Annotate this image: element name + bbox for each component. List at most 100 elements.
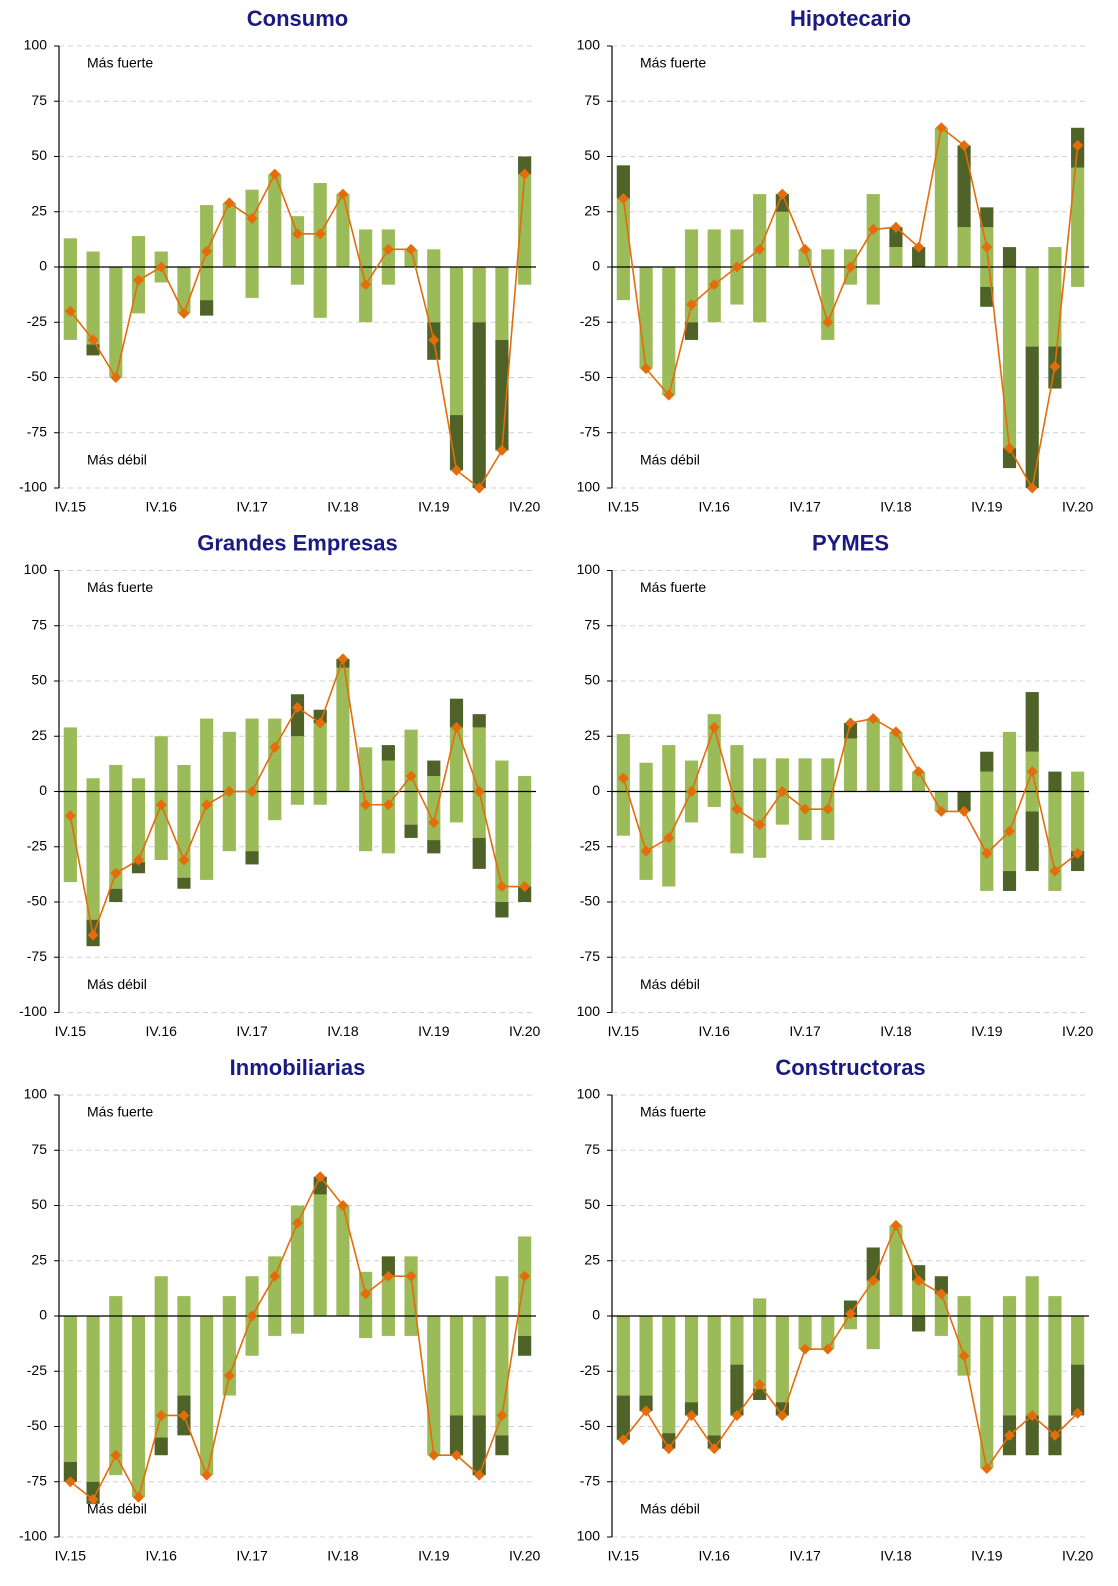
marker <box>405 1270 417 1282</box>
bar <box>616 198 630 267</box>
bar <box>775 758 789 792</box>
bar <box>821 758 835 792</box>
x-tick-label: IV.19 <box>418 499 450 515</box>
y-tick-label: -25 <box>27 1362 47 1378</box>
bar <box>1025 1415 1039 1456</box>
bar <box>495 339 509 451</box>
bar <box>753 194 767 267</box>
y-tick-label: 50 <box>584 1196 600 1212</box>
y-tick-label: 75 <box>31 1141 47 1157</box>
marker <box>496 1409 508 1421</box>
y-tick-label: 0 <box>592 1307 600 1323</box>
bar <box>957 145 971 228</box>
marker <box>640 845 652 857</box>
panel: Hipotecario 100 -75 -50 -25 0 25 50 75 100 Más fue… <box>577 6 1094 515</box>
bar <box>449 1415 464 1456</box>
marker <box>822 316 834 328</box>
marker <box>337 1200 349 1211</box>
y-tick-label: -100 <box>19 479 47 495</box>
chart-title: Grandes Empresas <box>197 530 398 555</box>
bar <box>980 771 994 792</box>
marker <box>1004 442 1015 454</box>
bar <box>404 791 418 825</box>
bar <box>290 1316 305 1334</box>
marker <box>617 192 629 204</box>
marker <box>890 726 902 738</box>
bar <box>449 698 464 728</box>
bar <box>177 1316 191 1396</box>
bar <box>1071 1316 1085 1365</box>
bar <box>109 888 123 902</box>
marker <box>405 770 417 782</box>
bar <box>200 718 214 792</box>
x-tick-label: IV.17 <box>789 1548 821 1564</box>
bar <box>63 1316 77 1462</box>
bar <box>381 267 395 285</box>
marker <box>360 279 372 291</box>
bar <box>495 267 509 340</box>
x-tick-label: IV.15 <box>608 499 640 515</box>
marker <box>1072 139 1084 151</box>
marker <box>776 188 788 200</box>
marker <box>382 243 394 255</box>
marker <box>1026 1409 1038 1421</box>
marker <box>822 803 834 815</box>
y-tick-label: -50 <box>27 368 47 384</box>
bar <box>639 267 653 369</box>
bar <box>843 738 858 792</box>
bar <box>404 1316 418 1336</box>
y-tick-label: 25 <box>31 202 47 218</box>
annotation: Más fuerte <box>87 1104 153 1120</box>
marker <box>87 1493 99 1505</box>
panel: Constructoras 100 -75 -50 -25 0 25 50 75 100 Más f… <box>577 1055 1094 1564</box>
y-tick-label: 25 <box>584 1251 600 1267</box>
bar <box>313 267 327 318</box>
y-tick-label: -25 <box>580 837 600 853</box>
annotation: Más débil <box>87 1501 147 1517</box>
y-tick-label: 100 <box>577 1003 601 1019</box>
bar <box>109 1296 123 1316</box>
bar <box>336 667 350 792</box>
bar <box>798 1316 812 1350</box>
bar <box>775 1316 789 1403</box>
bar <box>616 1395 630 1440</box>
bar <box>707 1316 721 1436</box>
marker <box>519 1270 531 1282</box>
y-tick-label: 0 <box>592 258 600 274</box>
marker <box>87 929 99 941</box>
bar <box>86 778 100 792</box>
bar <box>495 1276 509 1316</box>
y-tick-label: 0 <box>592 782 600 798</box>
bar <box>639 762 653 792</box>
bar <box>707 1435 721 1449</box>
marker <box>845 1308 856 1320</box>
bar <box>472 714 486 728</box>
marker <box>223 1370 235 1382</box>
bar <box>427 249 441 267</box>
bar <box>290 267 305 285</box>
bar <box>109 791 123 889</box>
marker <box>382 1270 394 1282</box>
marker <box>617 1434 629 1446</box>
bar <box>957 791 971 812</box>
chart-title: Constructoras <box>775 1055 925 1080</box>
bar <box>109 267 123 378</box>
marker <box>178 307 190 319</box>
x-tick-label: IV.17 <box>789 1023 821 1039</box>
marker <box>640 363 652 375</box>
bar <box>245 189 259 267</box>
bar <box>707 267 721 323</box>
marker <box>64 1476 76 1488</box>
bar <box>798 791 812 841</box>
y-tick-label: -50 <box>27 893 47 909</box>
bar <box>957 1316 971 1376</box>
bar <box>957 1296 971 1316</box>
y-tick-label: 75 <box>31 616 47 632</box>
bar <box>200 205 214 267</box>
bar <box>707 229 721 267</box>
bar <box>63 1461 77 1482</box>
x-tick-label: IV.19 <box>971 1548 1003 1564</box>
bar <box>866 1280 880 1316</box>
x-tick-label: IV.16 <box>146 1023 178 1039</box>
bar <box>821 249 835 267</box>
